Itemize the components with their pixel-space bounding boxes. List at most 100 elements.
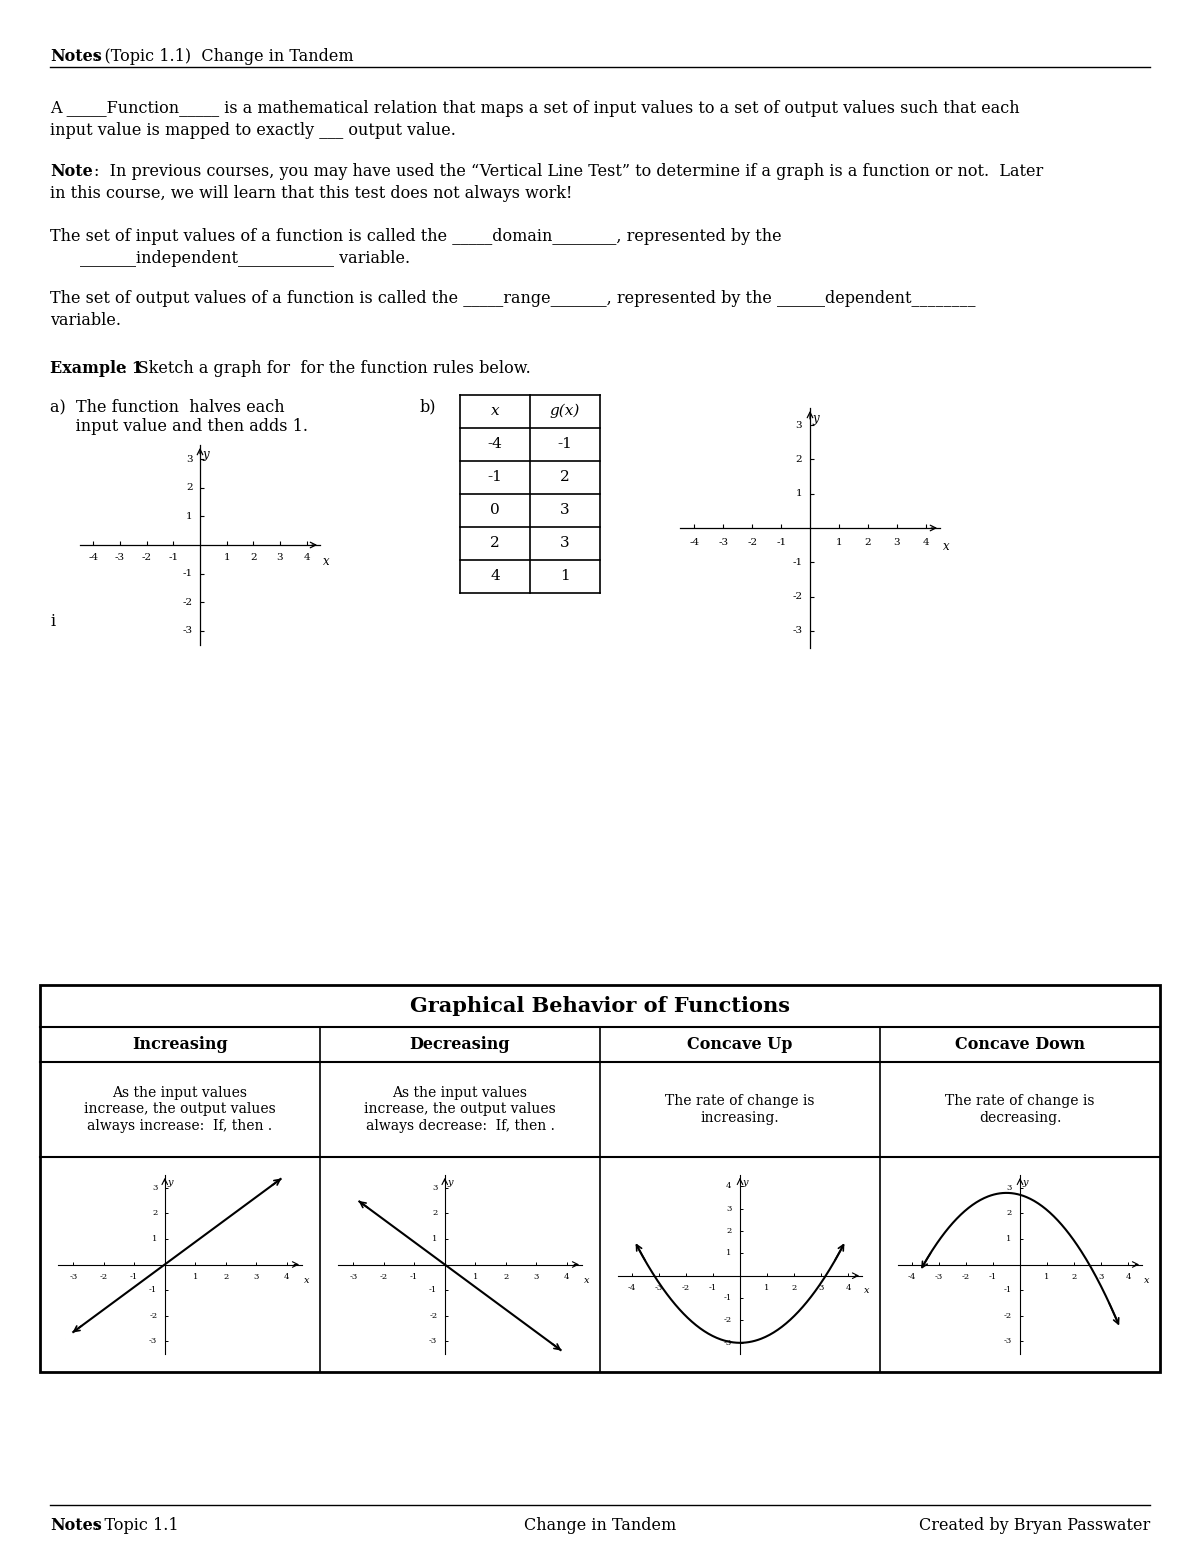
Text: -2: -2 [100, 1273, 108, 1281]
Text: x: x [1144, 1277, 1150, 1286]
Text: 1: 1 [186, 512, 193, 520]
Text: x: x [491, 404, 499, 418]
Text: Increasing: Increasing [132, 1036, 228, 1053]
Text: x: x [584, 1277, 590, 1286]
Text: -1: -1 [487, 471, 503, 485]
Text: 2: 2 [1007, 1210, 1012, 1218]
Text: x: x [305, 1277, 310, 1286]
Text: -1: -1 [776, 537, 786, 547]
Text: 2: 2 [796, 455, 803, 464]
Text: : Topic 1.1: : Topic 1.1 [94, 1517, 179, 1534]
Text: 4: 4 [846, 1283, 851, 1292]
Text: 4: 4 [726, 1182, 732, 1190]
Text: 1: 1 [192, 1273, 198, 1281]
Text: -3: -3 [115, 553, 125, 562]
Text: 4: 4 [284, 1273, 289, 1281]
Text: Notes: Notes [50, 48, 102, 65]
Text: y: y [203, 447, 209, 461]
Text: variable.: variable. [50, 312, 121, 329]
Text: -4: -4 [907, 1273, 916, 1281]
Text: -2: -2 [792, 592, 803, 601]
Text: 3: 3 [818, 1283, 824, 1292]
Text: 2: 2 [186, 483, 193, 492]
Text: x: x [943, 540, 950, 553]
Text: 4: 4 [564, 1273, 570, 1281]
Text: -1: -1 [182, 568, 193, 578]
Text: As the input values
increase, the output values
always increase:  If, then .: As the input values increase, the output… [84, 1086, 276, 1132]
Text: y: y [168, 1177, 173, 1186]
Text: -4: -4 [89, 553, 98, 562]
Text: Concave Up: Concave Up [688, 1036, 793, 1053]
Text: -1: -1 [709, 1283, 718, 1292]
Text: As the input values
increase, the output values
always decrease:  If, then .: As the input values increase, the output… [364, 1086, 556, 1132]
Text: b): b) [420, 398, 437, 415]
Text: Concave Down: Concave Down [955, 1036, 1085, 1053]
Text: -3: -3 [719, 537, 728, 547]
Text: in this course, we will learn that this test does not always work!: in this course, we will learn that this … [50, 185, 572, 202]
Text: x: x [323, 554, 330, 568]
Text: 1: 1 [796, 489, 803, 499]
Text: _______independent____________ variable.: _______independent____________ variable. [80, 250, 410, 267]
Text: 2: 2 [864, 537, 871, 547]
Text: 1: 1 [835, 537, 842, 547]
Text: -1: -1 [792, 558, 803, 567]
Text: 2: 2 [560, 471, 570, 485]
Text: :  Sketch a graph for  for the function rules below.: : Sketch a graph for for the function ru… [122, 360, 530, 377]
Text: -2: -2 [142, 553, 151, 562]
Text: y: y [743, 1179, 749, 1186]
Text: -1: -1 [168, 553, 179, 562]
Text: 1: 1 [1006, 1235, 1012, 1242]
Text: 2: 2 [250, 553, 257, 562]
Text: 3: 3 [186, 455, 193, 464]
Text: 3: 3 [534, 1273, 539, 1281]
Text: 2: 2 [223, 1273, 228, 1281]
Text: 1: 1 [1044, 1273, 1050, 1281]
Text: -2: -2 [748, 537, 757, 547]
Text: g(x): g(x) [550, 404, 580, 418]
Text: Decreasing: Decreasing [409, 1036, 510, 1053]
Text: y: y [812, 412, 820, 424]
Text: -1: -1 [130, 1273, 138, 1281]
Text: The set of output values of a function is called the _____range_______, represen: The set of output values of a function i… [50, 290, 976, 307]
Text: -3: -3 [1003, 1337, 1012, 1345]
Text: 3: 3 [432, 1183, 437, 1191]
Text: Notes: Notes [50, 1517, 102, 1534]
Text: -2: -2 [1003, 1312, 1012, 1320]
Text: Created by Bryan Passwater: Created by Bryan Passwater [919, 1517, 1150, 1534]
Text: x: x [864, 1286, 870, 1295]
Text: -3: -3 [70, 1273, 77, 1281]
Text: -3: -3 [654, 1283, 662, 1292]
Text: 0: 0 [490, 503, 500, 517]
Text: 3: 3 [152, 1183, 157, 1191]
Text: 2: 2 [726, 1227, 732, 1235]
Text: 4: 4 [923, 537, 929, 547]
Text: 2: 2 [1072, 1273, 1076, 1281]
Text: 3: 3 [796, 421, 803, 430]
Text: -3: -3 [149, 1337, 157, 1345]
Bar [40, 985, 1160, 1371]
Text: -1: -1 [1003, 1286, 1012, 1294]
Text: Example 1: Example 1 [50, 360, 143, 377]
Text: The rate of change is
increasing.: The rate of change is increasing. [665, 1095, 815, 1124]
Text: -4: -4 [689, 537, 700, 547]
Text: -3: -3 [792, 626, 803, 635]
Text: Note: Note [50, 163, 92, 180]
Text: 1: 1 [432, 1235, 437, 1242]
Text: -2: -2 [430, 1312, 437, 1320]
Text: input value and then adds 1.: input value and then adds 1. [50, 418, 308, 435]
Text: -4: -4 [628, 1283, 636, 1292]
Text: 1: 1 [152, 1235, 157, 1242]
Text: 3: 3 [277, 553, 283, 562]
Text: -1: -1 [430, 1286, 437, 1294]
Text: y: y [1022, 1177, 1028, 1186]
Text: 1: 1 [473, 1273, 478, 1281]
Text: 3: 3 [560, 503, 570, 517]
Text: -2: -2 [961, 1273, 970, 1281]
Text: 1: 1 [223, 553, 230, 562]
Text: 1: 1 [764, 1283, 769, 1292]
Text: -3: -3 [935, 1273, 943, 1281]
Text: -1: -1 [724, 1294, 732, 1301]
Text: 2: 2 [432, 1210, 437, 1218]
Text: 2: 2 [792, 1283, 797, 1292]
Text: -1: -1 [410, 1273, 419, 1281]
